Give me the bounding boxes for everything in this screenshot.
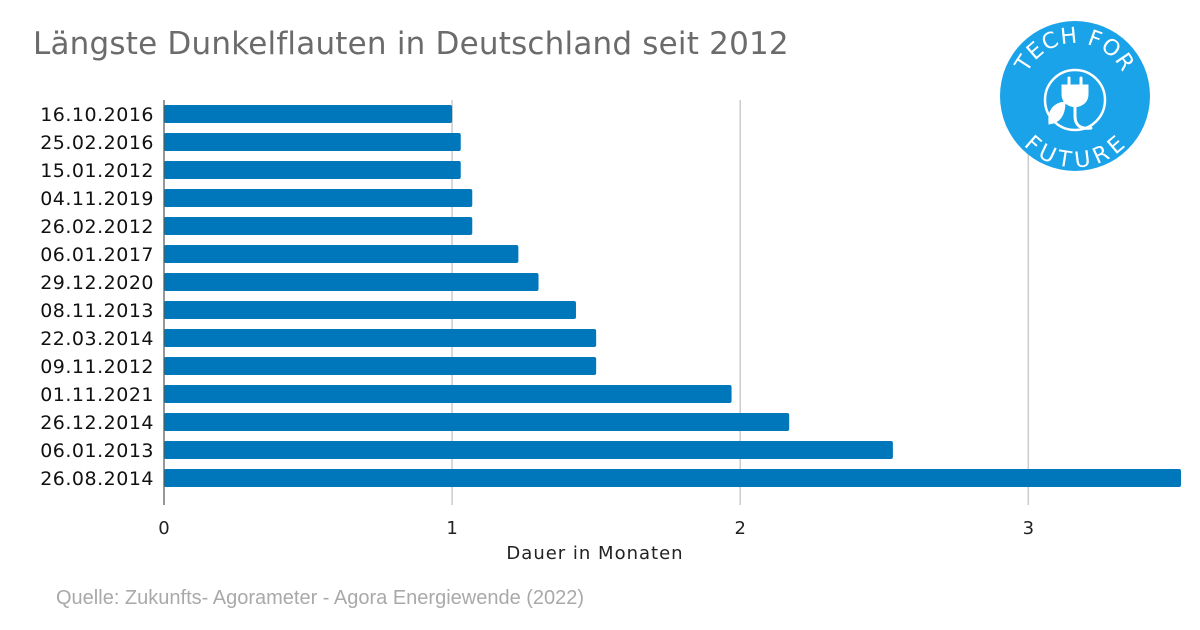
bar — [164, 357, 597, 375]
category-label: 25.02.2016 — [40, 132, 154, 154]
bar — [164, 189, 473, 207]
x-tick-label: 2 — [734, 518, 745, 539]
category-label: 29.12.2020 — [40, 272, 154, 294]
bar — [164, 413, 790, 431]
category-label: 15.01.2012 — [40, 160, 154, 182]
category-label: 09.11.2012 — [40, 356, 154, 378]
bar — [164, 441, 893, 459]
bar — [164, 329, 597, 347]
category-label: 04.11.2019 — [40, 188, 154, 210]
bar — [164, 161, 461, 179]
bar — [164, 133, 461, 151]
x-tick-label: 3 — [1023, 518, 1034, 539]
bar — [164, 273, 539, 291]
bar — [164, 385, 732, 403]
bar — [164, 217, 473, 235]
category-label: 08.11.2013 — [40, 300, 154, 322]
x-tick-labels: 0 1 2 3 — [158, 518, 1034, 539]
chart-title: Längste Dunkelflauten in Deutschland sei… — [33, 26, 789, 62]
bar — [164, 245, 519, 263]
bar — [164, 301, 576, 319]
category-label: 01.11.2021 — [40, 384, 154, 406]
source-note: Quelle: Zukunfts- Agorameter - Agora Ene… — [56, 587, 585, 609]
category-labels: 16.10.2016 25.02.2016 15.01.2012 04.11.2019… — [40, 104, 154, 490]
bars — [164, 105, 1181, 487]
x-axis-label: Dauer in Monaten — [506, 543, 683, 564]
category-label: 26.12.2014 — [40, 412, 154, 434]
x-tick-label: 0 — [158, 518, 169, 539]
bar — [164, 105, 453, 123]
plug-leaf-icon — [1043, 68, 1107, 132]
category-label: 06.01.2013 — [40, 440, 154, 462]
bar — [164, 469, 1181, 487]
category-label: 06.01.2017 — [40, 244, 154, 266]
tech-for-future-logo: TECH FOR FUTURE — [1000, 21, 1150, 172]
x-tick-label: 1 — [446, 518, 457, 539]
category-label: 26.08.2014 — [40, 468, 154, 490]
category-label: 22.03.2014 — [40, 328, 154, 350]
category-label: 16.10.2016 — [40, 104, 154, 126]
category-label: 26.02.2012 — [40, 216, 154, 238]
